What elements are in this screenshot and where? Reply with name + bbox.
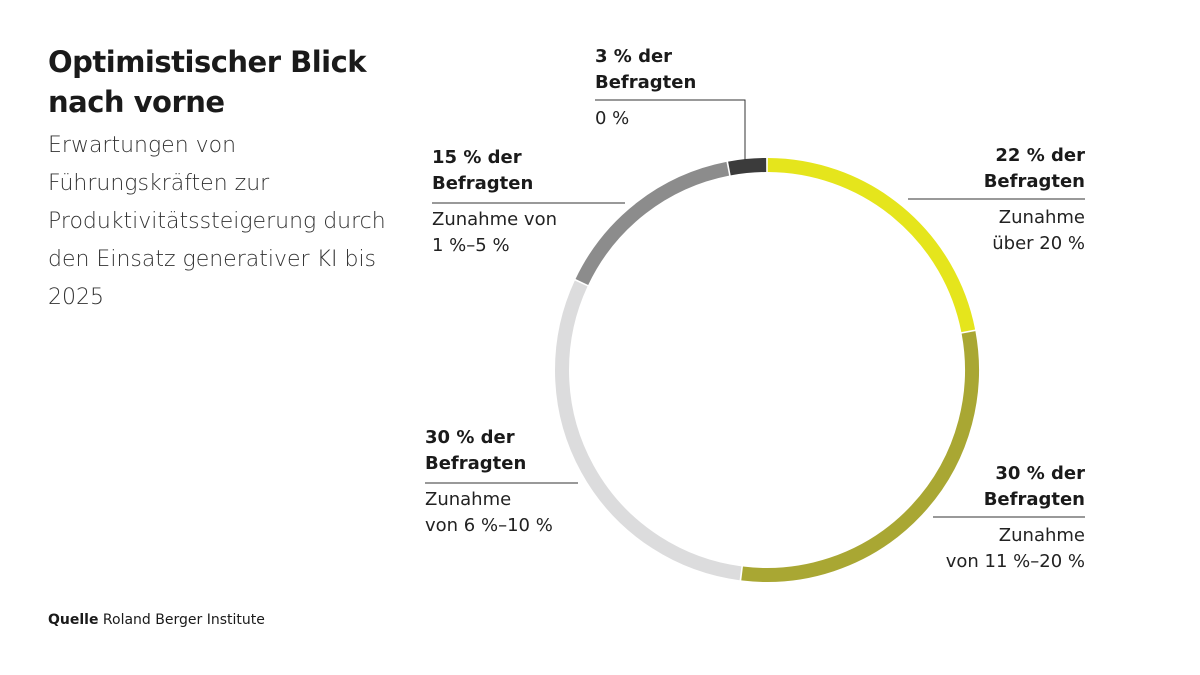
chart-title: Optimistischer Blick nach vorne: [48, 45, 367, 119]
source-label: Quelle: [48, 612, 99, 628]
donut-segment: [767, 158, 976, 333]
source: Quelle Roland Berger Institute: [48, 612, 265, 628]
category-label: Zunahme von 11 %–20 %: [945, 525, 1085, 572]
leader-line: [595, 99, 746, 160]
value-label: 3 % der Befragten: [595, 46, 697, 93]
segment-label: 30 % der Befragten Zunahme von 11 %–20 %: [925, 461, 1085, 575]
donut-segment: [555, 280, 742, 581]
chart-subtitle: Erwartungen von Führungskräften zur Prod…: [48, 133, 386, 310]
value-label: 30 % der Befragten: [425, 427, 527, 474]
category-label: Zunahme von 6 %–10 %: [425, 489, 553, 536]
value-label: 15 % der Befragten: [432, 147, 534, 194]
segment-label: 15 % der Befragten Zunahme von 1 %–5 %: [432, 145, 612, 259]
category-label: Zunahme über 20 %: [992, 207, 1085, 254]
donut-segment: [575, 161, 730, 285]
donut-segment: [728, 158, 767, 176]
segment-label: 30 % der Befragten Zunahme von 6 %–10 %: [425, 425, 585, 539]
category-label: 0 %: [595, 108, 630, 129]
category-label: Zunahme von 1 %–5 %: [432, 209, 557, 256]
donut-segment: [741, 331, 979, 582]
value-label: 30 % der Befragten: [983, 463, 1085, 510]
segment-label: 22 % der Befragten Zunahme über 20 %: [965, 143, 1085, 257]
source-text: Roland Berger Institute: [102, 612, 265, 628]
segment-label: 3 % der Befragten 0 %: [595, 44, 745, 132]
value-label: 22 % der Befragten: [983, 145, 1085, 192]
